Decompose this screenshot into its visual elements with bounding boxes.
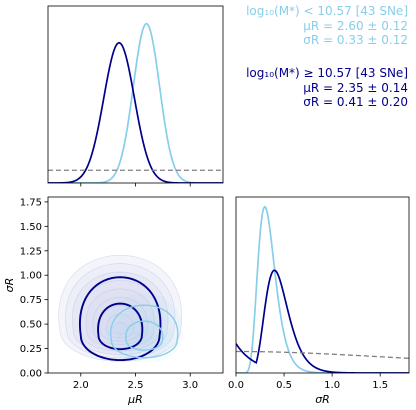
joint-contours (58, 254, 183, 363)
joint-ytick-label: 0.00 (20, 369, 42, 380)
sigma-marginal-frame (235, 196, 410, 374)
joint-contour-low_mass (109, 304, 179, 359)
joint-ytick-label: 0.50 (20, 320, 42, 331)
mu-marginal-line-high_mass (48, 42, 223, 183)
sigma-marginal-xtick-label: 1.5 (372, 380, 388, 391)
joint-density-band-high (113, 322, 128, 335)
joint-xlabel: μR (127, 393, 143, 406)
joint-density-band-high (85, 288, 155, 349)
joint-ytick-label: 1.25 (20, 246, 42, 257)
mu-marginal-frame (47, 5, 224, 184)
joint-xtick-label: 3.0 (182, 380, 198, 391)
sigma-marginal-line-low_mass (236, 205, 409, 373)
joint-ylabel: σR (3, 278, 16, 293)
legend-high-mass: log₁₀(M*) ≥ 10.57 [43 SNe] μR = 2.35 ± 0… (246, 66, 408, 110)
legend-high-mass-sigma: σR = 0.41 ± 0.20 (303, 95, 408, 109)
sigma-marginal-line-prior (236, 350, 409, 359)
sigma-marginal-xtick-label: 0.5 (276, 380, 292, 391)
legend-high-mass-condition: log₁₀(M*) ≥ 10.57 [43 SNe] (246, 66, 408, 80)
joint-xtick-label: 2.5 (128, 380, 144, 391)
legend-low-mass-condition: log₁₀(M*) < 10.57 [43 SNe] (246, 4, 408, 18)
joint-xtick-label: 2.0 (73, 380, 89, 391)
joint-density-band-low (125, 316, 164, 352)
joint-ytick-label: 1.00 (20, 271, 42, 282)
sigma-marginal-line-high_mass (236, 269, 409, 373)
joint-density-band-high (99, 305, 141, 342)
joint-ytick-label: 0.25 (20, 344, 42, 355)
sigma-marginal-xtick-label: 0.0 (228, 380, 244, 391)
joint-density-band-low (106, 293, 183, 363)
joint-density-band-low (115, 305, 173, 358)
legend-low-mass: log₁₀(M*) < 10.57 [43 SNe] μR = 2.60 ± 0… (246, 4, 408, 48)
joint-ytick-label: 1.75 (20, 197, 42, 208)
joint-ytick-label: 0.75 (20, 295, 42, 306)
legend-high-mass-mu: μR = 2.35 ± 0.14 (303, 80, 408, 95)
sigma-marginal-xlabel: σR (315, 393, 330, 406)
legend-low-mass-mu: μR = 2.60 ± 0.12 (303, 18, 408, 33)
mu-marginal-curves (48, 22, 223, 183)
legend-low-mass-sigma: σR = 0.33 ± 0.12 (303, 33, 408, 47)
sigma-marginal-xtick-label: 1.0 (324, 380, 340, 391)
sigma-marginal-curves (236, 205, 409, 373)
joint-contour-low_mass (125, 320, 164, 351)
joint-ytick-label: 1.50 (20, 222, 42, 233)
